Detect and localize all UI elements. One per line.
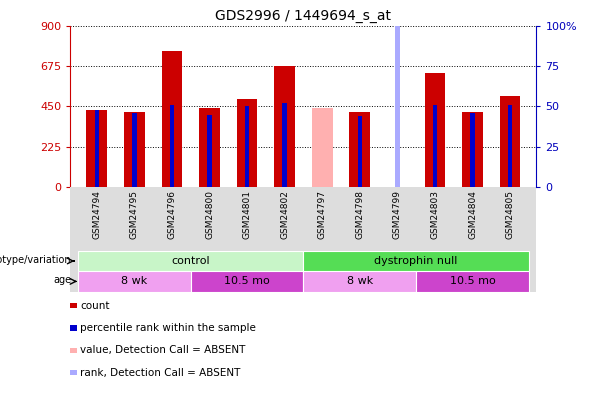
- Text: GSM24795: GSM24795: [130, 190, 139, 239]
- Text: 10.5 mo: 10.5 mo: [224, 276, 270, 286]
- Text: dystrophin null: dystrophin null: [375, 256, 458, 266]
- Text: GSM24798: GSM24798: [356, 190, 364, 239]
- Text: GSM24794: GSM24794: [93, 190, 101, 239]
- Text: 10.5 mo: 10.5 mo: [449, 276, 495, 286]
- Text: GSM24801: GSM24801: [243, 190, 251, 239]
- Text: 8 wk: 8 wk: [347, 276, 373, 286]
- Bar: [207, 115, 211, 187]
- Text: 8 wk: 8 wk: [121, 276, 148, 286]
- Bar: [86, 110, 107, 187]
- Bar: [416, 271, 529, 292]
- Title: GDS2996 / 1449694_s_at: GDS2996 / 1449694_s_at: [215, 9, 392, 23]
- Text: genotype/variation: genotype/variation: [0, 255, 71, 265]
- Bar: [425, 72, 445, 187]
- Bar: [199, 108, 220, 187]
- Text: age: age: [53, 275, 71, 286]
- Text: percentile rank within the sample: percentile rank within the sample: [80, 323, 256, 333]
- Bar: [78, 251, 303, 271]
- Bar: [191, 271, 303, 292]
- Text: GSM24802: GSM24802: [280, 190, 289, 239]
- Text: GSM24803: GSM24803: [430, 190, 440, 239]
- Text: GSM24800: GSM24800: [205, 190, 214, 239]
- Bar: [357, 116, 362, 187]
- Bar: [303, 271, 416, 292]
- Bar: [462, 112, 483, 187]
- Bar: [303, 251, 529, 271]
- Text: GSM24796: GSM24796: [167, 190, 177, 239]
- Bar: [508, 105, 512, 187]
- Text: GSM24804: GSM24804: [468, 190, 477, 239]
- Bar: [500, 96, 520, 187]
- Text: GSM24805: GSM24805: [506, 190, 514, 239]
- Bar: [275, 66, 295, 187]
- Bar: [237, 99, 257, 187]
- Bar: [283, 103, 287, 187]
- Text: rank, Detection Call = ABSENT: rank, Detection Call = ABSENT: [80, 368, 240, 377]
- Bar: [312, 108, 333, 187]
- Bar: [162, 51, 182, 187]
- Text: value, Detection Call = ABSENT: value, Detection Call = ABSENT: [80, 345, 245, 355]
- Bar: [94, 110, 99, 187]
- Bar: [124, 112, 145, 187]
- Bar: [395, 0, 400, 187]
- Bar: [470, 113, 474, 187]
- Bar: [245, 107, 249, 187]
- Text: control: control: [172, 256, 210, 266]
- Bar: [78, 271, 191, 292]
- Bar: [349, 112, 370, 187]
- Bar: [170, 105, 174, 187]
- Bar: [132, 113, 137, 187]
- Bar: [433, 105, 437, 187]
- Text: count: count: [80, 301, 110, 311]
- Text: GSM24797: GSM24797: [318, 190, 327, 239]
- Text: GSM24799: GSM24799: [393, 190, 402, 239]
